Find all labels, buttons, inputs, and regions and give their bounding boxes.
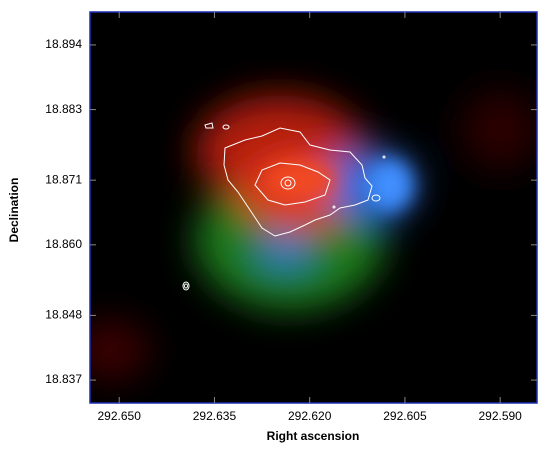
- y-tick-label: 18.860: [45, 237, 82, 251]
- y-tick-label: 18.871: [45, 172, 82, 186]
- x-tick-label: 292.605: [383, 409, 427, 423]
- x-tick-label: 292.650: [98, 409, 142, 423]
- y-axis-label: Declination: [7, 178, 21, 243]
- x-tick-label: 292.635: [193, 409, 237, 423]
- plot-frame: [89, 11, 538, 404]
- y-tick-label: 18.894: [45, 37, 82, 51]
- x-tick-label: 292.620: [288, 409, 332, 423]
- x-tick-label: 292.590: [478, 409, 522, 423]
- contours: [182, 122, 386, 291]
- y-tick-label: 18.883: [45, 102, 82, 116]
- x-axis-label: Right ascension: [267, 429, 360, 443]
- sky-image: [90, 12, 537, 403]
- y-tick-label: 18.848: [45, 308, 82, 322]
- y-tick-label: 18.837: [45, 372, 82, 386]
